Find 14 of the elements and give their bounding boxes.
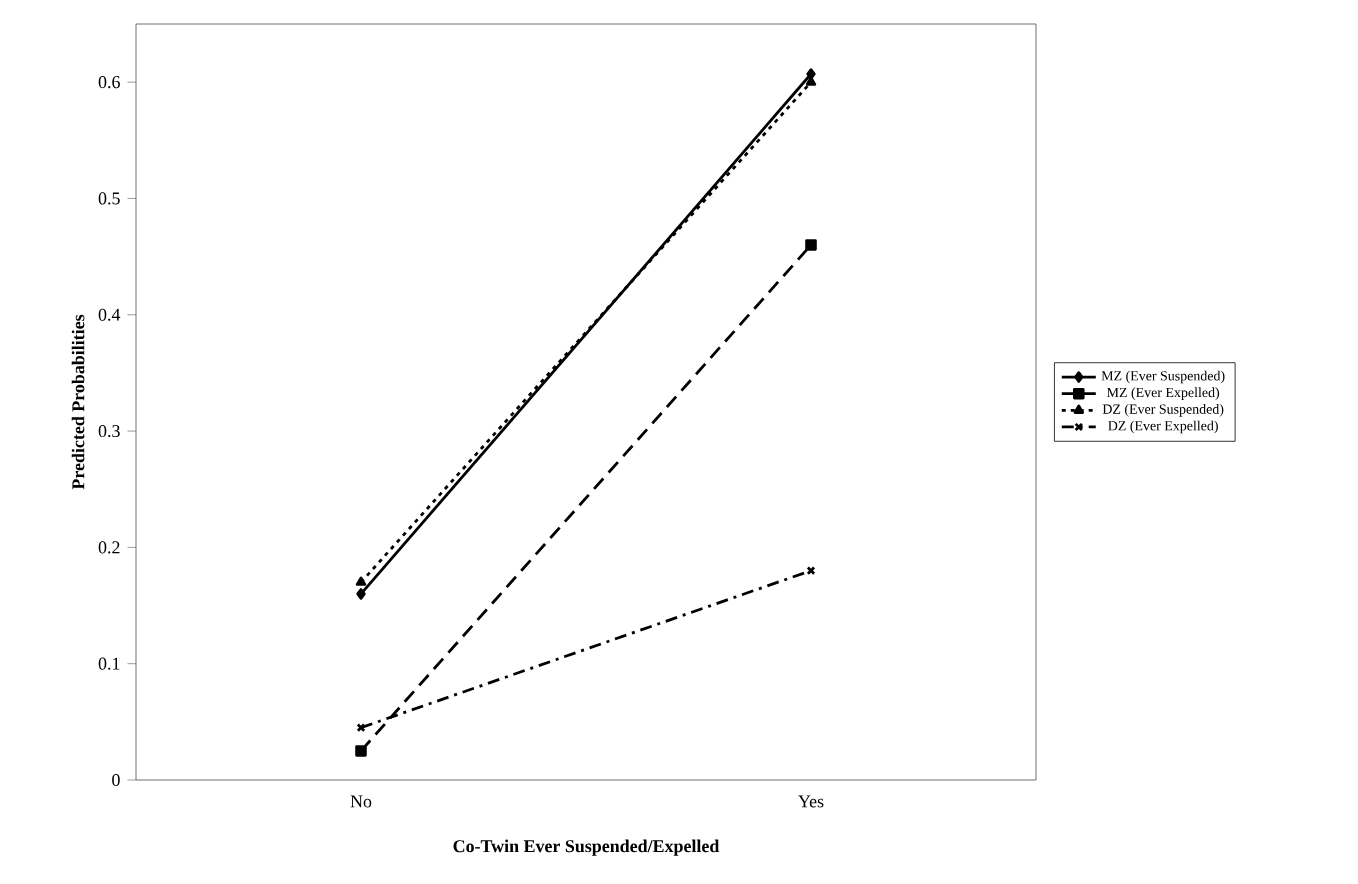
x-tick-label: No: [350, 795, 372, 808]
y-axis-title: Predicted Probabilities: [71, 314, 85, 490]
y-tick-label: 0.2: [98, 541, 120, 554]
x-tick-label: Yes: [798, 795, 824, 808]
x-axis-title: Co-Twin Ever Suspended/Expelled: [453, 839, 720, 856]
y-tick-label: 0.3: [98, 424, 120, 438]
point: [356, 588, 366, 600]
y-tick-label: 0.4: [98, 308, 121, 321]
point: [805, 239, 817, 251]
y-tick-label: 0.6: [98, 76, 120, 89]
y-tick-label: 0.1: [98, 657, 120, 670]
y-tick-label: 0: [112, 773, 120, 787]
point: [355, 745, 367, 757]
y-tick-label: 0.5: [98, 192, 120, 205]
